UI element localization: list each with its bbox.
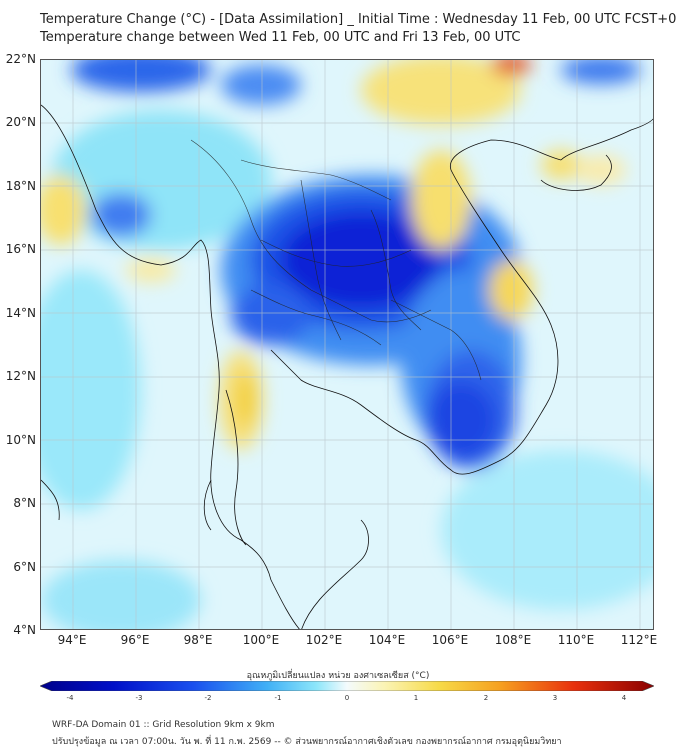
map-field-svg: [41, 60, 653, 629]
lon-label: 106°E: [431, 633, 469, 647]
colorbar-tick: 0: [344, 694, 350, 702]
lon-label: 108°E: [494, 633, 532, 647]
lat-label: 6°N: [13, 560, 36, 574]
colorbar-tick: 4: [621, 694, 627, 702]
footer-model-info: WRF-DA Domain 01 :: Grid Resolution 9km …: [52, 720, 275, 730]
lat-label: 20°N: [5, 115, 36, 129]
coastlines: [41, 104, 653, 629]
lat-label: 8°N: [13, 496, 36, 510]
lat-label: 18°N: [5, 179, 36, 193]
lon-label: 94°E: [57, 633, 87, 647]
lat-label: 12°N: [5, 369, 36, 383]
colorbar-tick: -2: [204, 694, 212, 702]
colorbar: [40, 681, 654, 691]
admin-borders: [190, 139, 482, 381]
graticule: [41, 60, 653, 629]
lat-label: 10°N: [5, 433, 36, 447]
lon-label: 110°E: [557, 633, 595, 647]
colorbar-label: อุณหภูมิเปลี่ยนแปลง หน่วย องศาเซลเซียส (…: [246, 671, 430, 681]
colorbar-tick: 2: [483, 694, 489, 702]
lat-label: 14°N: [5, 306, 36, 320]
colorbar-tick: -4: [66, 694, 74, 702]
colorbar-tick: -3: [135, 694, 143, 702]
map-subtitle: Temperature change between Wed 11 Feb, 0…: [40, 30, 521, 45]
lon-label: 96°E: [120, 633, 150, 647]
colorbar-tick: 3: [552, 694, 558, 702]
temperature-change-map: [40, 59, 654, 630]
lat-label: 22°N: [5, 52, 36, 66]
lon-label: 100°E: [242, 633, 280, 647]
lat-label: 16°N: [5, 242, 36, 256]
lon-label: 112°E: [620, 633, 658, 647]
colorbar-tick: -1: [274, 694, 282, 702]
footer-credit: ปรับปรุงข้อมูล ณ เวลา 07:00น. วัน พ. ที่…: [52, 737, 562, 747]
lon-label: 102°E: [305, 633, 343, 647]
lon-label: 104°E: [368, 633, 406, 647]
lat-label: 4°N: [13, 623, 36, 637]
lon-label: 98°E: [183, 633, 213, 647]
colorbar-tick: 1: [413, 694, 419, 702]
map-title: Temperature Change (°C) - [Data Assimila…: [40, 12, 676, 27]
